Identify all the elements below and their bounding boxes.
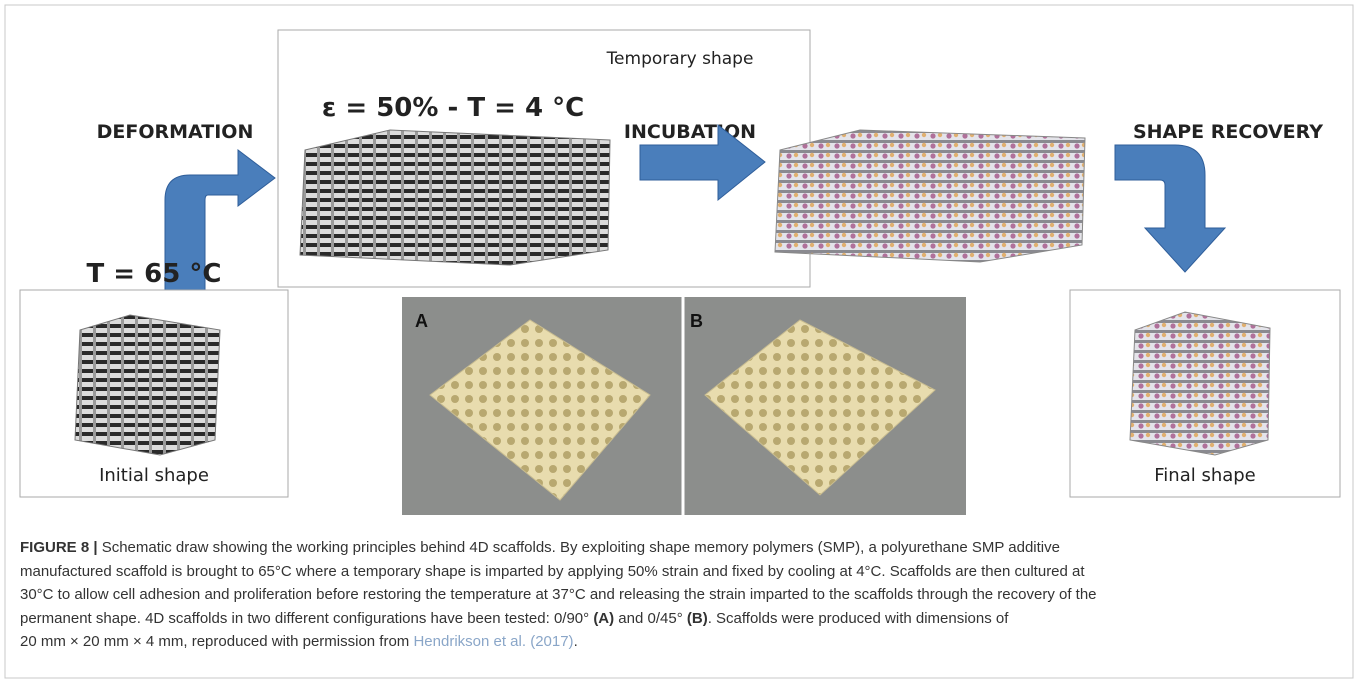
- photo-label-b: B: [690, 311, 703, 331]
- caption-line: manufactured scaffold is brought to 65°C…: [20, 563, 1085, 580]
- caption-text: and 0/45°: [614, 610, 687, 627]
- figure: Temporary shape ε = 50% - T = 4 °C DEFOR…: [0, 0, 1358, 683]
- caption-label: FIGURE 8 |: [20, 539, 98, 556]
- temporary-label: Temporary shape: [606, 49, 754, 69]
- caption-ref: (A): [593, 610, 614, 627]
- caption-text: . Scaffolds were produced with dimension…: [708, 610, 1010, 627]
- caption-text: 30°C to allow cell adhesion and prolifer…: [20, 586, 1097, 603]
- page: {"figure": { "labels": { "temporary_shap…: [0, 0, 1358, 688]
- scaffold-incubated: [775, 130, 1085, 262]
- initial-label: Initial shape: [99, 465, 209, 486]
- caption-text: 20 mm × 20 mm × 4 mm, reproduced with pe…: [20, 633, 413, 650]
- caption-line: FIGURE 8 | Schematic draw showing the wo…: [20, 539, 1060, 556]
- caption-text: permanent shape. 4D scaffolds in two dif…: [20, 610, 593, 627]
- scaffold-temporary: [300, 130, 610, 265]
- photo-label-a: A: [415, 311, 428, 331]
- caption-line: 20 mm × 20 mm × 4 mm, reproduced with pe…: [20, 633, 578, 650]
- scaffold-final: [1130, 312, 1270, 455]
- caption-line: 30°C to allow cell adhesion and prolifer…: [20, 586, 1097, 603]
- scaffold-initial: [75, 315, 220, 455]
- heat-label: T = 65 °C: [87, 259, 222, 289]
- caption-text: Schematic draw showing the working princ…: [98, 539, 1060, 556]
- caption-ref: (B): [687, 610, 708, 627]
- citation-link[interactable]: Hendrikson et al. (2017): [413, 633, 573, 650]
- deformation-label: DEFORMATION: [97, 121, 254, 143]
- final-label: Final shape: [1154, 465, 1256, 486]
- recovery-arrow: [1115, 145, 1225, 272]
- caption-line: permanent shape. 4D scaffolds in two dif…: [20, 610, 1009, 627]
- recovery-label: SHAPE RECOVERY: [1133, 121, 1323, 143]
- caption-text: .: [574, 633, 578, 650]
- caption-text: manufactured scaffold is brought to 65°C…: [20, 563, 1085, 580]
- strain-label: ε = 50% - T = 4 °C: [322, 93, 584, 123]
